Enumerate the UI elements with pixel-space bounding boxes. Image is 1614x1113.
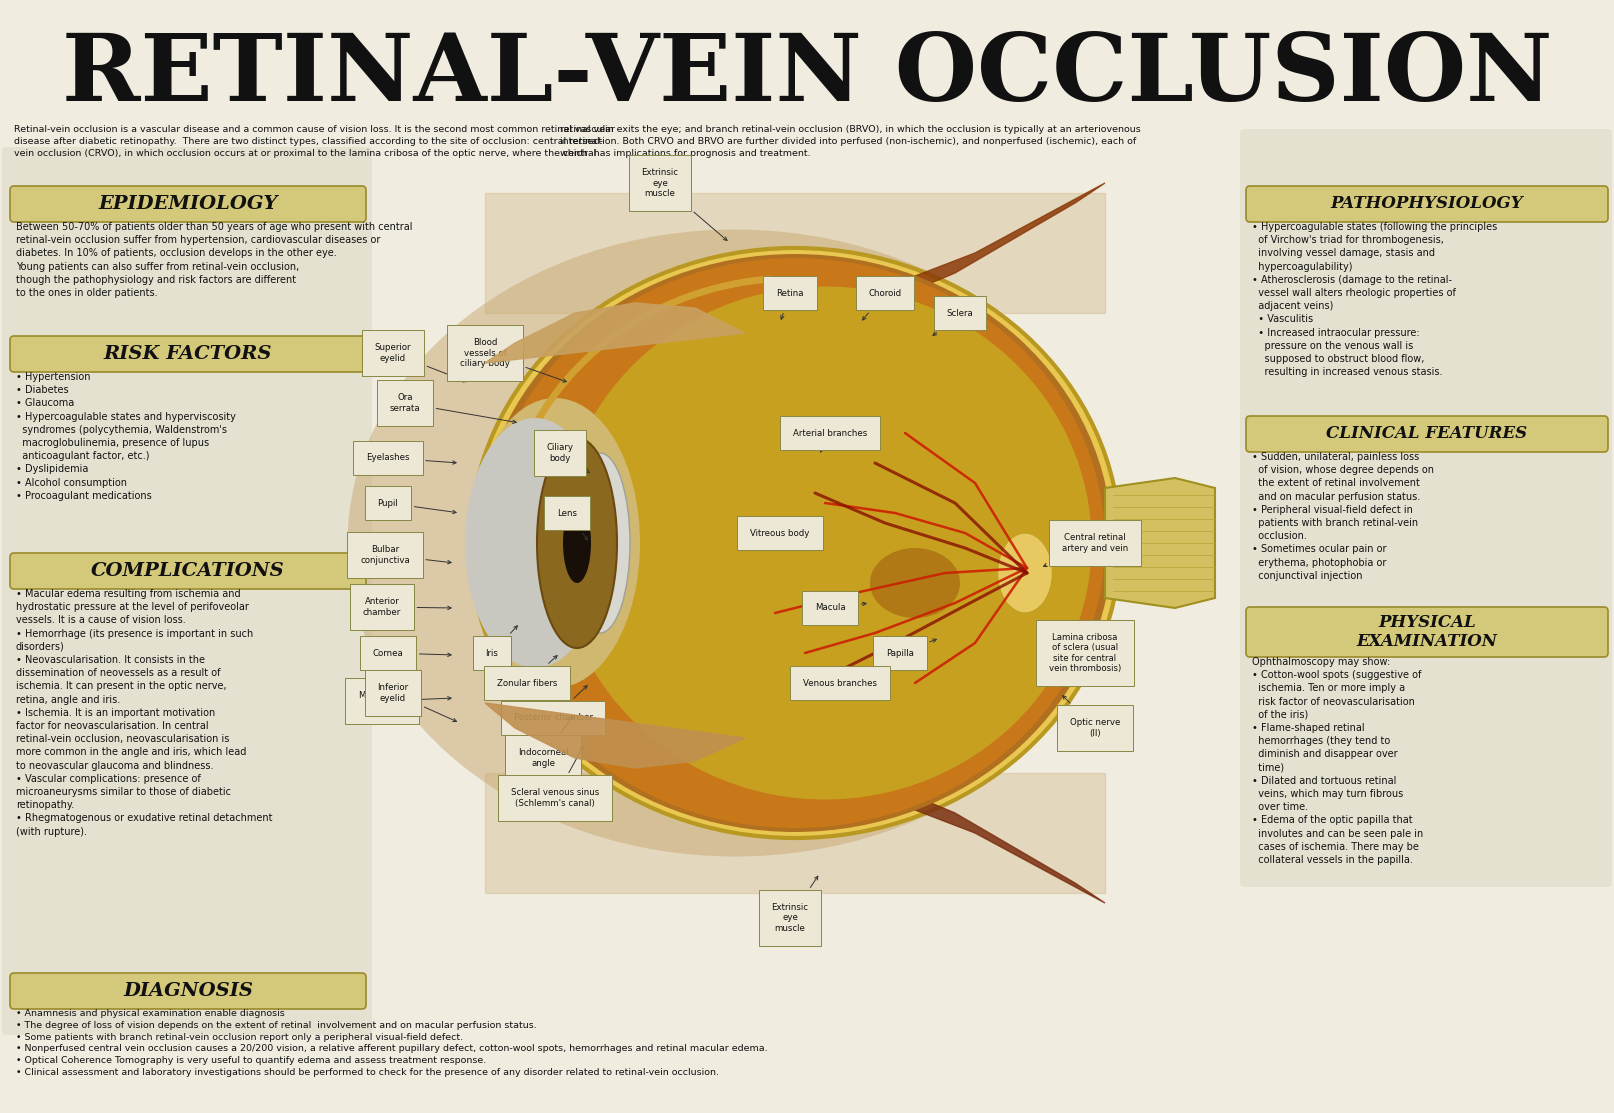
Text: Inferior
eyelid: Inferior eyelid — [378, 683, 457, 721]
Text: Posterior chamber: Posterior chamber — [513, 686, 592, 722]
Text: retinal vein exits the eye; and branch retinal-vein occlusion (BRVO), in which t: retinal vein exits the eye; and branch r… — [560, 125, 1141, 158]
Ellipse shape — [465, 418, 605, 668]
Text: Lens: Lens — [557, 509, 587, 540]
Text: Macula: Macula — [815, 602, 867, 612]
Ellipse shape — [470, 248, 1120, 838]
FancyBboxPatch shape — [1246, 607, 1608, 657]
Text: Ophthalmoscopy may show:
• Cotton-wool spots (suggestive of
  ischemia. Ten or m: Ophthalmoscopy may show: • Cotton-wool s… — [1252, 657, 1424, 865]
Ellipse shape — [558, 286, 1091, 799]
Text: Zonular fibers: Zonular fibers — [497, 656, 557, 688]
Text: Choroid: Choroid — [862, 288, 902, 321]
Polygon shape — [834, 764, 1106, 903]
Polygon shape — [484, 303, 746, 363]
Text: Central retinal
artery and vein: Central retinal artery and vein — [1044, 533, 1128, 567]
Text: DIAGNOSIS: DIAGNOSIS — [123, 982, 253, 999]
Text: Vitreous body: Vitreous body — [751, 529, 810, 544]
Text: Indocorneal
angle: Indocorneal angle — [518, 716, 573, 768]
Text: Papilla: Papilla — [886, 639, 936, 658]
Text: • Hypertension
• Diabetes
• Glaucoma
• Hypercoagulable states and hyperviscosity: • Hypertension • Diabetes • Glaucoma • H… — [16, 372, 236, 501]
FancyBboxPatch shape — [2, 147, 371, 1035]
Text: Iris: Iris — [486, 626, 518, 658]
Ellipse shape — [997, 533, 1052, 613]
Text: Anterior
chamber: Anterior chamber — [363, 598, 452, 617]
FancyBboxPatch shape — [1246, 416, 1608, 452]
Text: Extrinsic
eye
muscle: Extrinsic eye muscle — [641, 168, 726, 240]
Text: Scleral venous sinus
(Schlemm's canal): Scleral venous sinus (Schlemm's canal) — [512, 747, 599, 808]
Text: Ciliary
body: Ciliary body — [547, 443, 589, 473]
FancyBboxPatch shape — [10, 973, 366, 1009]
Ellipse shape — [347, 229, 1122, 857]
Text: Ora
serrata: Ora serrata — [389, 393, 516, 423]
Text: COMPLICATIONS: COMPLICATIONS — [90, 562, 286, 580]
Text: Cornea: Cornea — [373, 649, 452, 658]
Text: Meibomian
gland: Meibomian gland — [358, 691, 452, 711]
Text: PHYSICAL
EXAMINATION: PHYSICAL EXAMINATION — [1356, 613, 1498, 650]
Polygon shape — [484, 774, 1106, 893]
Ellipse shape — [870, 548, 960, 618]
Text: Between 50-70% of patients older than 50 years of age who present with central
r: Between 50-70% of patients older than 50… — [16, 221, 413, 298]
Polygon shape — [484, 703, 746, 768]
FancyBboxPatch shape — [1246, 186, 1608, 221]
Text: Pupil: Pupil — [378, 499, 457, 514]
FancyBboxPatch shape — [10, 553, 366, 589]
Text: Arterial branches: Arterial branches — [792, 429, 867, 452]
Text: RISK FACTORS: RISK FACTORS — [103, 345, 273, 363]
Ellipse shape — [570, 453, 629, 633]
Text: PATHOPHYSIOLOGY: PATHOPHYSIOLOGY — [1330, 196, 1524, 213]
Text: • Hypercoagulable states (following the principles
  of Virchow's triad for thro: • Hypercoagulable states (following the … — [1252, 221, 1498, 377]
FancyBboxPatch shape — [10, 186, 366, 221]
Text: Lamina cribosa
of sclera (usual
site for central
vein thrombosis): Lamina cribosa of sclera (usual site for… — [1043, 626, 1122, 673]
Text: Sclera: Sclera — [933, 308, 973, 335]
Text: Retinal-vein occlusion is a vascular disease and a common cause of vision loss. : Retinal-vein occlusion is a vascular dis… — [15, 125, 615, 158]
Text: RETINAL-VEIN OCCLUSION: RETINAL-VEIN OCCLUSION — [61, 30, 1553, 120]
Text: • Macular edema resulting from ischemia and
hydrostatic pressure at the level of: • Macular edema resulting from ischemia … — [16, 589, 273, 837]
Text: Retina: Retina — [776, 288, 804, 319]
Text: Bulbar
conjunctiva: Bulbar conjunctiva — [360, 545, 452, 564]
Text: Superior
eyelid: Superior eyelid — [374, 343, 466, 382]
Ellipse shape — [478, 254, 1112, 833]
FancyBboxPatch shape — [1240, 129, 1612, 887]
Ellipse shape — [484, 258, 1106, 828]
Text: • Sudden, unilateral, painless loss
  of vision, whose degree depends on
  the e: • Sudden, unilateral, painless loss of v… — [1252, 452, 1433, 581]
Ellipse shape — [470, 398, 641, 688]
Polygon shape — [834, 183, 1106, 323]
Text: Venous branches: Venous branches — [804, 673, 876, 688]
Text: • Anamnesis and physical examination enable diagnosis
• The degree of loss of vi: • Anamnesis and physical examination ena… — [16, 1009, 768, 1077]
Text: EPIDEMIOLOGY: EPIDEMIOLOGY — [98, 195, 278, 213]
Polygon shape — [1106, 477, 1215, 608]
Text: CLINICAL FEATURES: CLINICAL FEATURES — [1327, 425, 1527, 443]
Text: Optic nerve
(II): Optic nerve (II) — [1062, 696, 1120, 738]
FancyBboxPatch shape — [10, 336, 366, 372]
Text: Eyelashes: Eyelashes — [366, 453, 457, 464]
Polygon shape — [484, 193, 1106, 313]
Text: Blood
vessels of
ciliary body: Blood vessels of ciliary body — [460, 338, 567, 382]
Ellipse shape — [563, 503, 591, 583]
Text: Extrinsic
eye
muscle: Extrinsic eye muscle — [771, 876, 818, 933]
Ellipse shape — [537, 439, 617, 648]
